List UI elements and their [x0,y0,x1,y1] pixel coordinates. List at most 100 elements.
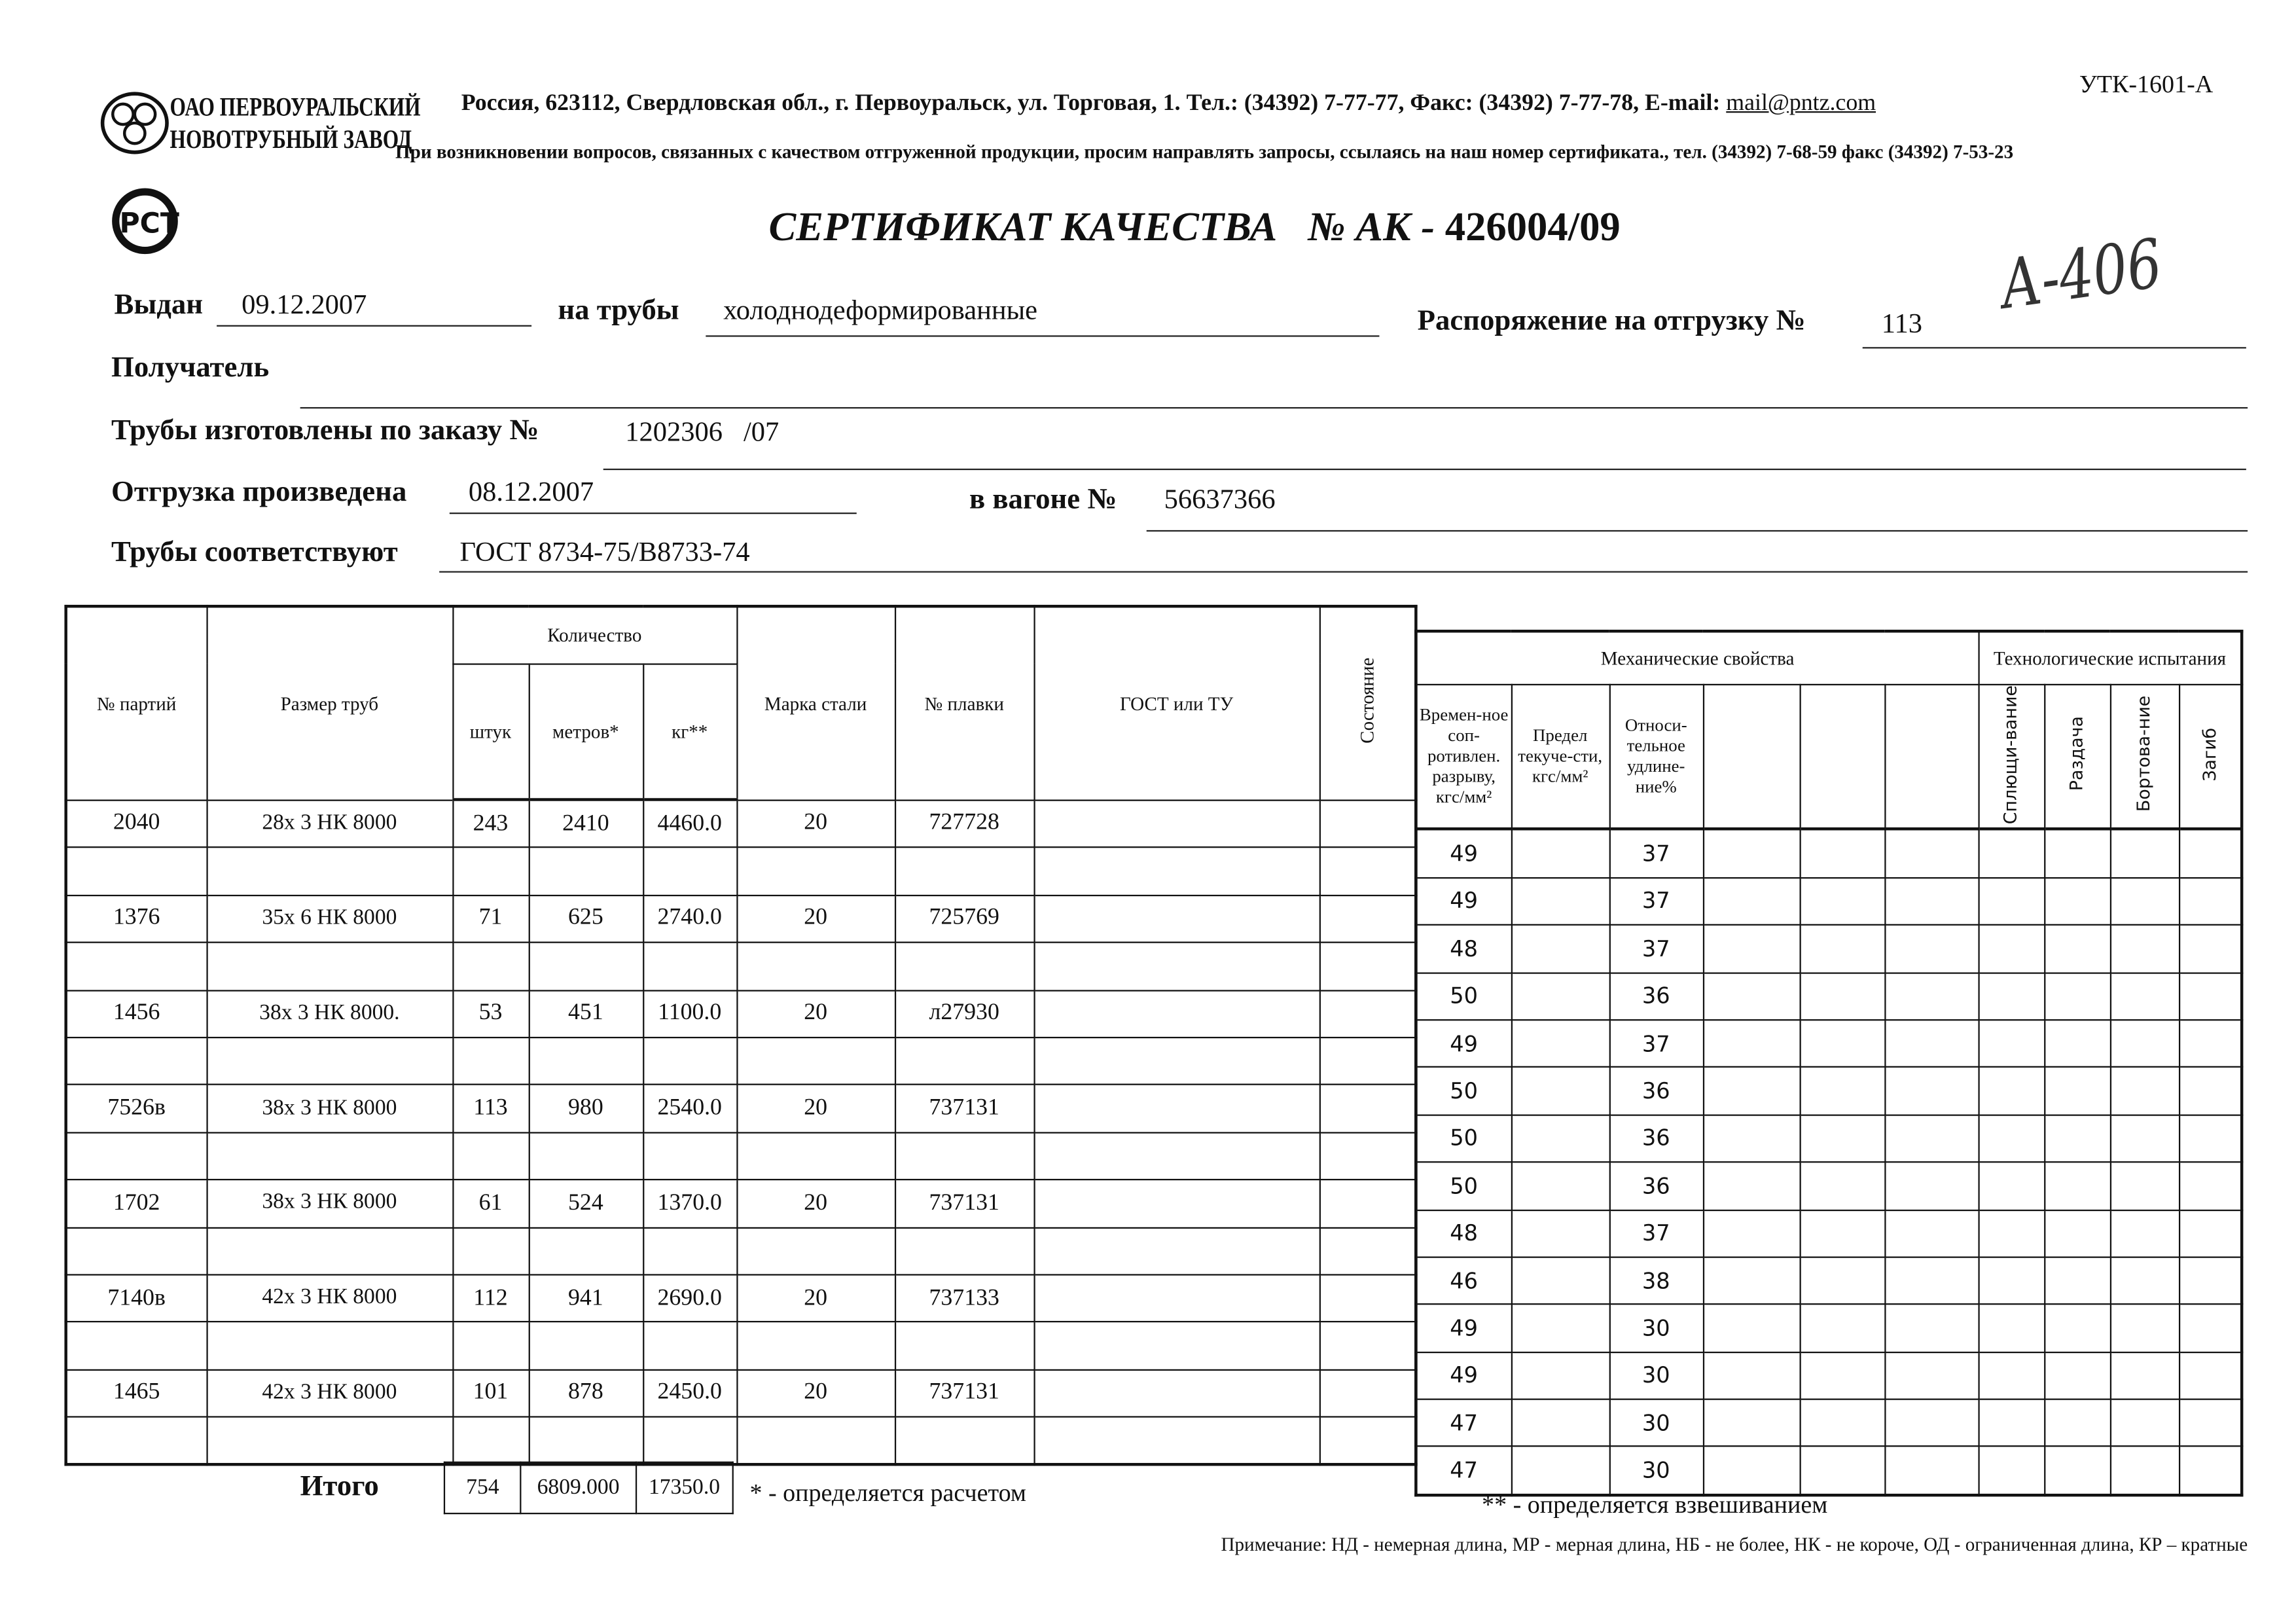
cell-party [65,1416,207,1466]
cell-elongation: 30 [1608,1351,1704,1400]
cell-pcs: 113 [452,1084,529,1134]
address: Россия, 623112, Свердловская обл., г. Пе… [461,91,1876,117]
cell-gost [1033,1084,1320,1134]
cell-empty [1799,1113,1886,1163]
cell-empty [1799,876,1886,926]
cell-pcs: 112 [452,1274,529,1323]
cell-tensile: 49 [1415,1303,1512,1353]
cell-steel: 20 [736,1084,896,1134]
cell-tensile: 50 [1415,971,1512,1021]
cell-meters [528,846,644,896]
cell-gost [1033,894,1320,944]
cell-empty [1510,1208,1610,1258]
cell-state [1318,1416,1417,1466]
cell-party [65,941,207,991]
cell-heat [893,1036,1035,1086]
header-tech: Технологические испытания [1977,630,2243,685]
properties-row: 50 36 [1415,1161,2243,1211]
cell-empty [2178,1446,2243,1496]
cell-empty [1884,971,1979,1021]
cell-meters: 2410 [528,799,644,849]
cell-pcs: 61 [452,1179,529,1228]
cell-empty [2178,829,2243,878]
cell-party [65,1321,207,1371]
cell-size [206,1131,454,1181]
cell-heat: 737131 [893,1179,1035,1228]
pipes-label: на трубы [558,294,679,327]
cell-empty [1510,971,1610,1021]
cell-gost [1033,989,1320,1039]
cell-empty [1510,1303,1610,1353]
cell-empty [1977,1208,2045,1258]
cell-state [1318,846,1417,896]
certificate-number: 426004/09 [1444,205,1621,251]
properties-row: 47 30 [1415,1398,2243,1448]
cell-heat: 737133 [893,1274,1035,1323]
cell-empty [2178,1161,2243,1211]
cell-empty [1702,1303,1801,1353]
cell-elongation: 38 [1608,1256,1704,1306]
cell-heat [893,1131,1035,1181]
cell-party: 1376 [65,894,207,944]
cell-empty [2109,1019,2180,1068]
cell-empty [1977,1066,2045,1116]
cell-empty [2178,1019,2243,1068]
total-label: Итого [300,1470,379,1503]
cell-tensile: 49 [1415,876,1512,926]
cell-elongation: 37 [1608,876,1704,926]
cell-empty [1702,876,1801,926]
table-row-spacer [65,846,1417,896]
cell-kg [642,1416,738,1466]
properties-row: 50 36 [1415,1066,2243,1116]
cell-empty [1799,1066,1886,1116]
table-row: 1376 35х 6 НК 8000 71 625 2740.0 20 725769 [65,894,1417,944]
cell-state [1318,941,1417,991]
header-party: № партий [65,605,207,801]
cell-empty [1510,876,1610,926]
cell-empty [2178,1208,2243,1258]
cell-meters [528,1036,644,1086]
cell-steel [736,941,896,991]
cell-gost [1033,1131,1320,1181]
cell-tensile: 49 [1415,1351,1512,1400]
cell-steel [736,1416,896,1466]
cell-empty [1884,924,1979,973]
cell-empty [1510,1351,1610,1400]
shipped-date: 08.12.2007 [468,477,594,509]
cell-empty [2109,1066,2180,1116]
cell-party: 2040 [65,799,207,849]
contact-note: При возникновении вопросов, связанных с … [395,140,2014,163]
cell-empty [1977,924,2045,973]
cell-heat [893,1416,1035,1466]
cell-party: 1456 [65,989,207,1039]
cell-empty [1510,1256,1610,1306]
cell-party: 1702 [65,1179,207,1228]
cell-heat: 737131 [893,1084,1035,1134]
cell-size [206,1416,454,1466]
table-row: 1465 42х 3 НК 8000 101 878 2450.0 20 737131 [65,1369,1417,1418]
cell-tensile: 50 [1415,1113,1512,1163]
cell-empty [1702,1446,1801,1496]
cell-empty [2109,1113,2180,1163]
cell-party [65,846,207,896]
cell-party: 7526в [65,1084,207,1134]
cell-kg: 4460.0 [642,799,738,849]
cell-tensile: 48 [1415,924,1512,973]
cell-empty [2178,1066,2243,1116]
properties-row: 46 38 [1415,1256,2243,1306]
cell-heat [893,1226,1035,1276]
company-name-line1: ОАО ПЕРВОУРАЛЬСКИЙ [170,92,421,122]
header-bend: Загиб [2178,683,2243,831]
header-state-text: Состояние [1356,658,1378,744]
cell-empty [1977,876,2045,926]
cell-empty [1977,1256,2045,1306]
cell-elongation: 37 [1608,1019,1704,1068]
cell-empty [2043,1398,2111,1448]
rst-certification-mark-icon: РСТ [110,185,198,258]
cell-state [1318,1274,1417,1323]
cell-steel [736,846,896,896]
conform-label: Трубы соответствуют [111,535,398,569]
header-kg: кг** [642,662,738,801]
cell-elongation: 36 [1608,971,1704,1021]
email-link[interactable]: mail@pntz.com [1726,90,1876,116]
